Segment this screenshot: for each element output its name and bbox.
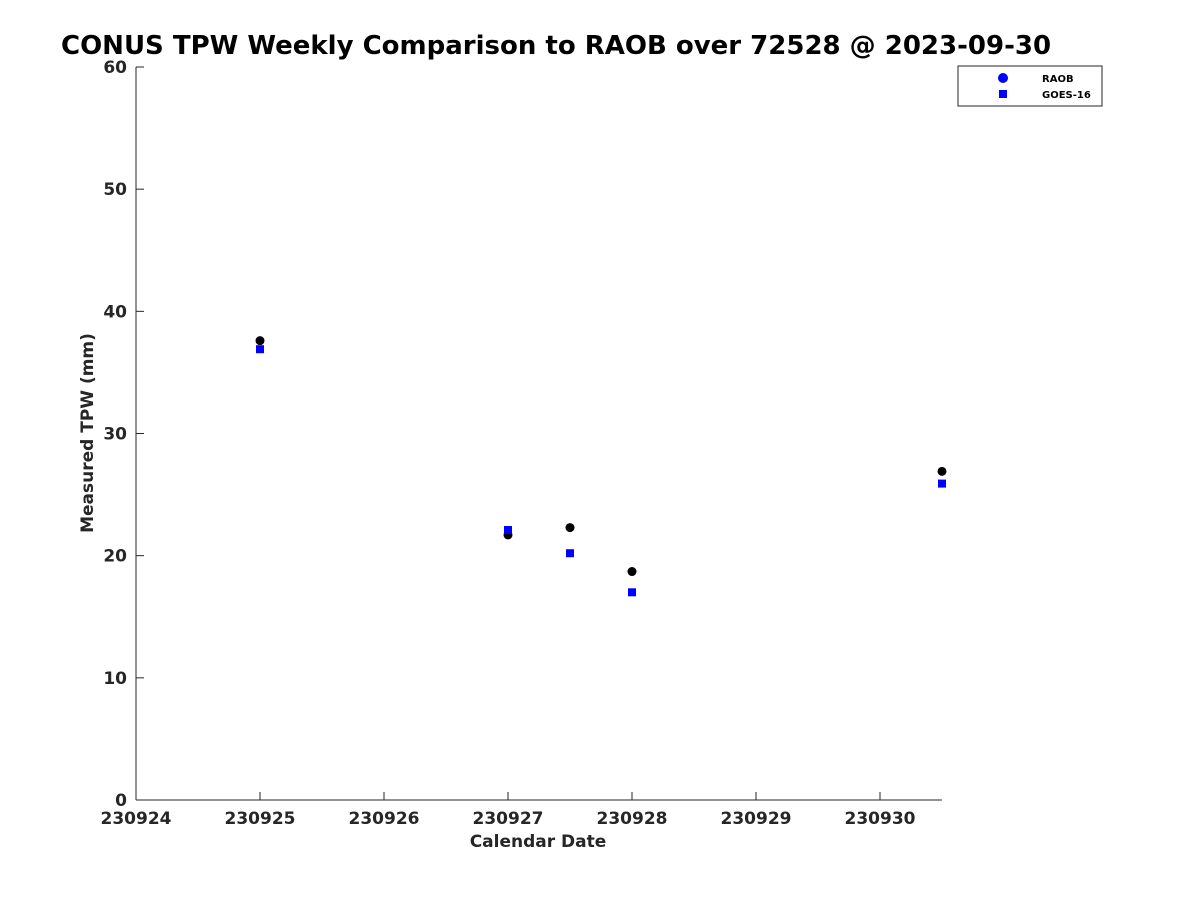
axes: 0 10 20 30 40 50 60 230924 230925 230926 230927 230… <box>101 58 942 829</box>
y-tick-label: 0 <box>115 791 127 811</box>
raob-point <box>255 336 265 346</box>
y-tick-label: 10 <box>103 669 127 689</box>
goes-16-point <box>628 588 636 597</box>
x-axis-label: Calendar Date <box>470 832 607 852</box>
goes-16-point <box>566 549 574 558</box>
legend-marker-goes-16 <box>999 90 1007 98</box>
y-tick-label: 20 <box>103 547 127 567</box>
x-tick-label: 230927 <box>473 809 544 829</box>
chart-title: CONUS TPW Weekly Comparison to RAOB over… <box>61 31 1051 61</box>
legend-box <box>957 65 1103 107</box>
y-tick-label: 60 <box>103 58 127 78</box>
raob-point <box>937 466 947 476</box>
goes-16-point <box>504 526 512 535</box>
data-points <box>255 336 947 597</box>
legend-marker-raob <box>998 73 1008 83</box>
y-tick-label: 40 <box>103 302 127 322</box>
legend-label: RAOB <box>1042 74 1074 85</box>
x-tick-label: 230928 <box>597 809 668 829</box>
y-axis-label: Measured TPW (mm) <box>78 333 98 533</box>
y-tick-label: 50 <box>103 180 127 200</box>
goes-16-point <box>938 479 946 488</box>
y-tick-label: 30 <box>103 425 127 445</box>
goes-16-point <box>256 345 264 354</box>
raob-point <box>627 567 637 577</box>
x-tick-label: 230924 <box>101 809 172 829</box>
series-raob <box>255 336 947 577</box>
legend: RAOB GOES-16 <box>957 65 1103 107</box>
x-tick-label: 230929 <box>721 809 792 829</box>
series-goes-16 <box>256 345 946 597</box>
legend-label: GOES-16 <box>1042 90 1091 101</box>
x-tick-label: 230925 <box>225 809 296 829</box>
x-tick-label: 230930 <box>845 809 916 829</box>
raob-point <box>565 523 575 533</box>
x-tick-label: 230926 <box>349 809 420 829</box>
